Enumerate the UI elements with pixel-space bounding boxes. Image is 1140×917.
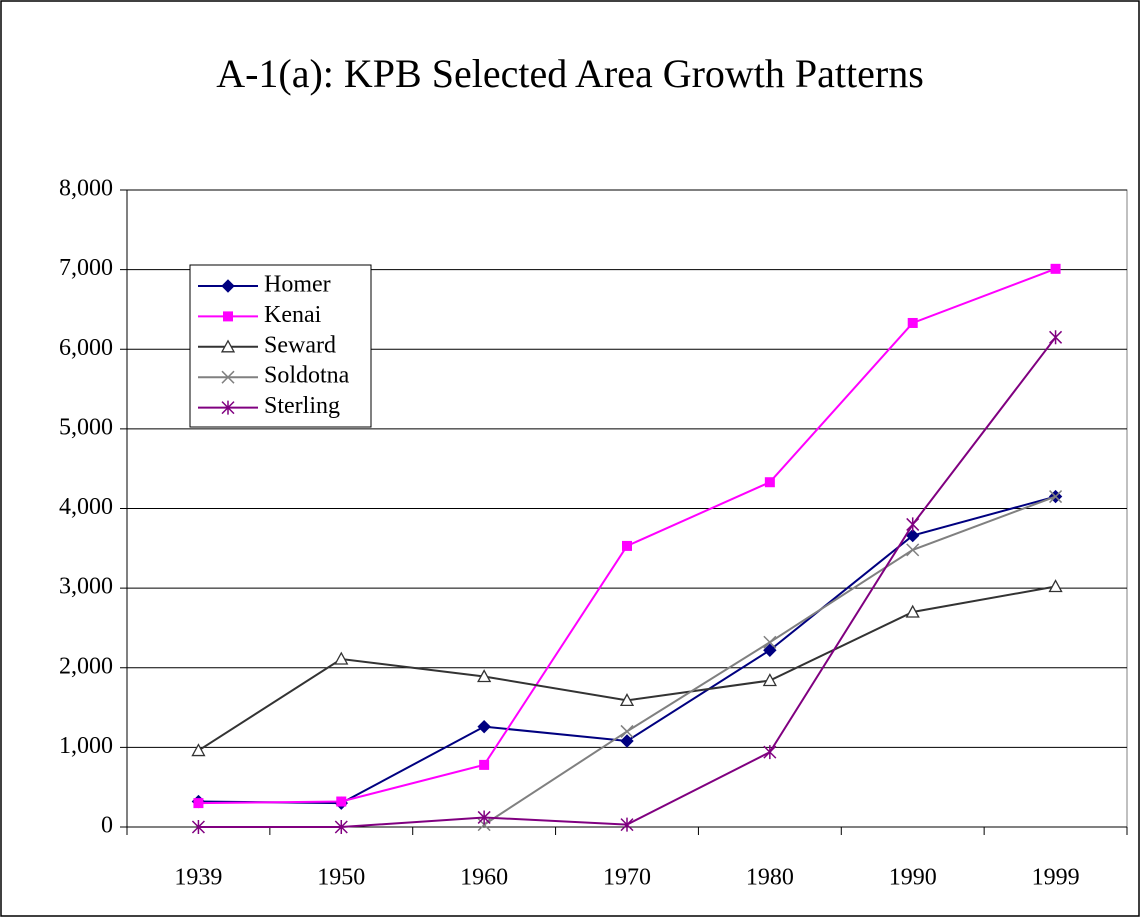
marker <box>223 311 233 322</box>
y-tick-label: 8,000 <box>59 176 113 202</box>
marker-shape <box>1049 490 1063 504</box>
marker-shape <box>191 820 205 834</box>
marker <box>193 798 204 809</box>
marker <box>334 820 348 834</box>
marker-shape <box>477 719 491 734</box>
marker-shape <box>221 370 235 384</box>
marker <box>620 724 634 738</box>
legend-label: Sterling <box>264 393 340 419</box>
y-tick-label: 1,000 <box>59 733 113 759</box>
marker-shape <box>763 635 777 649</box>
marker-shape <box>906 543 920 557</box>
marker-shape <box>620 734 634 748</box>
marker-shape <box>905 604 920 618</box>
marker <box>477 810 491 825</box>
marker <box>906 543 920 557</box>
marker <box>477 719 491 734</box>
marker <box>906 517 920 532</box>
marker-shape <box>620 817 634 832</box>
marker-shape <box>336 796 347 807</box>
marker <box>220 339 236 353</box>
marker-shape <box>907 317 918 328</box>
marker <box>479 759 490 770</box>
marker <box>764 477 775 488</box>
marker-shape <box>193 798 204 809</box>
marker <box>763 745 777 760</box>
marker <box>1048 579 1063 593</box>
marker <box>221 370 235 384</box>
marker-shape <box>334 820 348 834</box>
marker <box>334 651 349 665</box>
x-tick-label: 1970 <box>603 865 651 891</box>
legend: Homer Kenai Seward Soldotna Sterling <box>189 264 372 428</box>
marker-shape <box>762 673 777 687</box>
marker <box>221 279 235 293</box>
marker <box>620 817 634 832</box>
marker-shape <box>220 339 236 353</box>
y-tick-label: 7,000 <box>59 255 113 281</box>
y-tick-label: 6,000 <box>59 335 113 361</box>
legend-label: Seward <box>264 332 336 358</box>
marker-shape <box>1049 330 1063 345</box>
marker-shape <box>622 540 632 551</box>
marker-shape <box>906 517 920 532</box>
marker <box>763 635 777 649</box>
marker <box>619 693 635 707</box>
marker-shape <box>334 651 349 665</box>
marker-shape <box>763 643 777 657</box>
marker <box>763 643 777 657</box>
marker-shape <box>477 669 492 683</box>
marker-shape <box>1048 579 1063 593</box>
x-tick-label: 1939 <box>174 865 222 891</box>
marker-shape <box>763 745 777 760</box>
marker <box>1049 330 1063 345</box>
marker-shape <box>221 400 235 415</box>
marker-shape <box>479 759 490 770</box>
marker <box>191 743 206 757</box>
marker-shape <box>477 810 491 825</box>
marker <box>907 317 918 328</box>
marker <box>762 673 777 687</box>
marker-shape <box>191 743 206 757</box>
marker <box>336 796 347 807</box>
marker <box>221 400 235 415</box>
legend-label: Soldotna <box>264 363 350 389</box>
legend-label: Kenai <box>264 302 322 328</box>
x-tick-label: 1999 <box>1032 865 1080 891</box>
y-tick-label: 3,000 <box>59 574 113 600</box>
marker <box>905 604 920 618</box>
chart-title: A-1(a): KPB Selected Area Growth Pattern… <box>216 51 924 96</box>
marker-shape <box>620 724 634 738</box>
x-tick-label: 1960 <box>460 865 508 891</box>
marker-shape <box>1050 263 1061 274</box>
marker-shape <box>906 528 920 543</box>
marker-shape <box>764 477 775 488</box>
x-tick-label: 1990 <box>889 865 937 891</box>
marker-shape <box>221 279 235 293</box>
marker <box>620 734 634 748</box>
marker-shape <box>619 693 635 707</box>
y-tick-label: 2,000 <box>59 653 113 679</box>
y-tick-label: 0 <box>101 813 113 839</box>
marker <box>191 820 205 834</box>
marker <box>622 540 632 551</box>
marker <box>477 669 492 683</box>
marker <box>1050 263 1061 274</box>
legend-label: Homer <box>264 272 331 298</box>
y-tick-label: 5,000 <box>59 414 113 440</box>
y-tick-label: 4,000 <box>59 494 113 520</box>
x-tick-label: 1980 <box>746 865 794 891</box>
marker <box>1049 490 1063 504</box>
marker-shape <box>223 311 233 322</box>
x-tick-label: 1950 <box>317 865 365 891</box>
marker <box>906 528 920 543</box>
